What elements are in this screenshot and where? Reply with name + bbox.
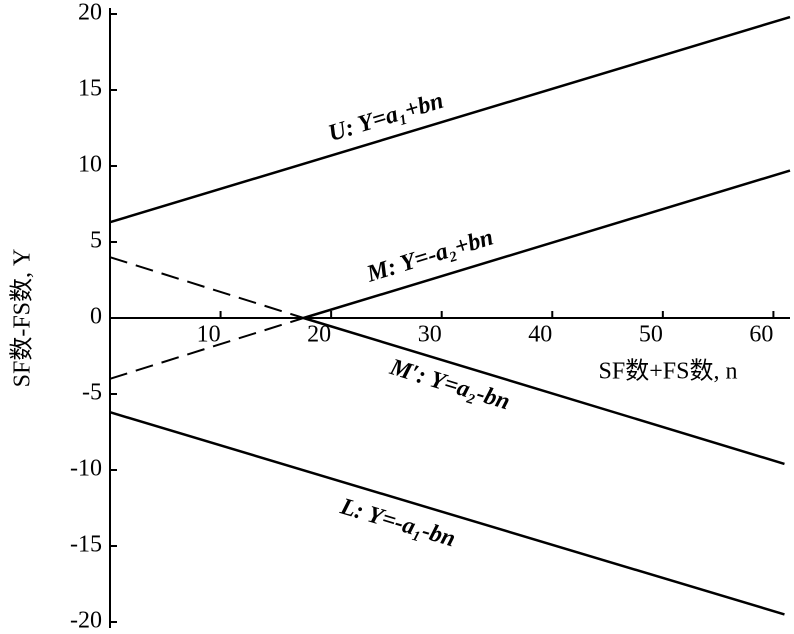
x-tick-label: 30 xyxy=(418,322,442,348)
line-segment xyxy=(109,256,304,319)
y-axis-label: SF数-FS数, Y xyxy=(9,249,36,388)
y-tick-label: 10 xyxy=(78,152,102,178)
y-tick-label: -5 xyxy=(82,380,102,406)
series-label: M: Y=-a₂+bn xyxy=(363,224,496,287)
y-tick-label: -15 xyxy=(70,532,102,558)
y-tick-label: -20 xyxy=(70,608,102,634)
line-segment xyxy=(303,316,785,466)
line-segment xyxy=(109,15,791,224)
x-tick-label: 40 xyxy=(528,322,552,348)
y-tick-label: 15 xyxy=(78,76,102,102)
y-tick-label: -10 xyxy=(70,456,102,482)
x-tick-label: 60 xyxy=(749,322,773,348)
x-tick-label: 10 xyxy=(197,322,221,348)
line-segment xyxy=(109,411,785,616)
series-label: L: Y=-a₁-bn xyxy=(337,493,459,552)
x-axis-label: SF数+FS数, n xyxy=(599,358,738,385)
y-tick-label: 0 xyxy=(90,304,102,330)
y-tick-label: 5 xyxy=(90,228,102,254)
x-tick-label: 50 xyxy=(639,322,663,348)
y-tick-label: 20 xyxy=(78,0,102,26)
line-segment xyxy=(303,169,791,320)
line-segment xyxy=(109,317,304,380)
